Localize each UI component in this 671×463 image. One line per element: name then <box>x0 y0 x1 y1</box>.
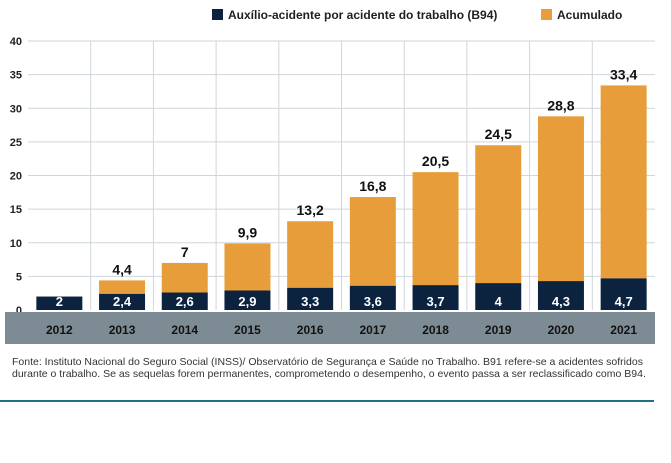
data-label-cumulative-2021: 33,4 <box>610 66 637 82</box>
bar-cumulative-2020 <box>538 116 584 281</box>
data-label-cumulative-2018: 20,5 <box>422 153 449 169</box>
y-tick-label-5: 5 <box>16 271 22 283</box>
data-label-b94-2015: 2,9 <box>238 294 256 309</box>
data-label-b94-2017: 3,6 <box>364 294 382 309</box>
y-tick-label-40: 40 <box>10 36 22 48</box>
y-tick-label-15: 15 <box>10 204 22 216</box>
bar-cumulative-2013 <box>99 280 145 293</box>
x-axis: 2012 2013 2014 2015 2016 2017 2018 2019 2020 2021 <box>5 312 655 344</box>
x-tick-label-2020: 2020 <box>548 323 575 337</box>
x-tick-label-2014: 2014 <box>171 323 198 337</box>
data-label-b94-2019: 4 <box>495 294 503 309</box>
chart-figure: Auxílio-acidente por acidente do trabalh… <box>0 0 671 463</box>
bar-cumulative-2014 <box>162 263 208 293</box>
x-tick-label-2017: 2017 <box>359 323 386 337</box>
legend-label-b94: Auxílio-acidente por acidente do trabalh… <box>228 8 497 22</box>
bar-group-2014: 2,67 <box>162 244 208 310</box>
bar-cumulative-2016 <box>287 221 333 288</box>
bar-group-2018: 3,7 20,5 <box>413 153 459 310</box>
data-label-b94-2020: 4,3 <box>552 294 570 309</box>
x-tick-label-2015: 2015 <box>234 323 261 337</box>
bar-group-2019: 424,5 <box>475 126 521 310</box>
source-note: Fonte: Instituto Nacional do Seguro Soci… <box>12 356 652 380</box>
y-tick-label-35: 35 <box>10 70 22 82</box>
legend-swatch-cumulative <box>541 9 552 20</box>
bar-group-2012: 2 <box>36 294 82 310</box>
data-label-cumulative-2019: 24,5 <box>485 126 512 142</box>
y-tick-label-10: 10 <box>10 238 22 250</box>
x-tick-label-2012: 2012 <box>46 323 73 337</box>
data-label-b94-2013: 2,4 <box>113 294 132 309</box>
bar-cumulative-2018 <box>413 172 459 285</box>
x-tick-label-2021: 2021 <box>610 323 637 337</box>
bar-group-2020: 4,3 28,8 <box>538 97 584 310</box>
bar-group-2016: 3,3 13,2 <box>287 202 333 310</box>
legend-label-cumulative: Acumulado <box>557 8 622 22</box>
data-label-cumulative-2015: 9,9 <box>238 224 258 240</box>
data-label-cumulative-2017: 16,8 <box>359 178 386 194</box>
y-tick-label-25: 25 <box>10 137 22 149</box>
data-label-b94-2018: 3,7 <box>427 294 445 309</box>
data-label-b94-2021: 4,7 <box>615 294 633 309</box>
x-tick-label-2019: 2019 <box>485 323 512 337</box>
data-label-cumulative-2014: 7 <box>181 244 189 260</box>
legend: Auxílio-acidente por acidente do trabalh… <box>212 8 622 22</box>
data-label-b94-2012: 2 <box>56 294 63 309</box>
bar-cumulative-2019 <box>475 145 521 283</box>
data-label-cumulative-2013: 4,4 <box>112 261 132 277</box>
bar-cumulative-2017 <box>350 197 396 286</box>
data-label-b94-2016: 3,3 <box>301 294 319 309</box>
x-tick-label-2018: 2018 <box>422 323 449 337</box>
stacked-bar-chart: Auxílio-acidente por acidente do trabalh… <box>0 0 671 350</box>
bottom-rule <box>0 400 654 402</box>
x-tick-label-2016: 2016 <box>297 323 324 337</box>
data-label-b94-2014: 2,6 <box>176 294 194 309</box>
y-tick-label-20: 20 <box>10 171 22 183</box>
bar-group-2015: 2,9 9,9 <box>224 224 270 310</box>
bar-group-2021: 4,7 33,4 <box>601 66 647 310</box>
y-tick-label-30: 30 <box>10 103 22 115</box>
bar-group-2017: 3,6 16,8 <box>350 178 396 310</box>
bar-cumulative-2015 <box>224 243 270 290</box>
data-label-cumulative-2020: 28,8 <box>547 97 574 113</box>
data-label-cumulative-2016: 13,2 <box>297 202 324 218</box>
x-tick-label-2013: 2013 <box>109 323 136 337</box>
bar-group-2013: 2,4 4,4 <box>99 261 145 310</box>
legend-swatch-b94 <box>212 9 223 20</box>
bar-cumulative-2021 <box>601 85 647 278</box>
